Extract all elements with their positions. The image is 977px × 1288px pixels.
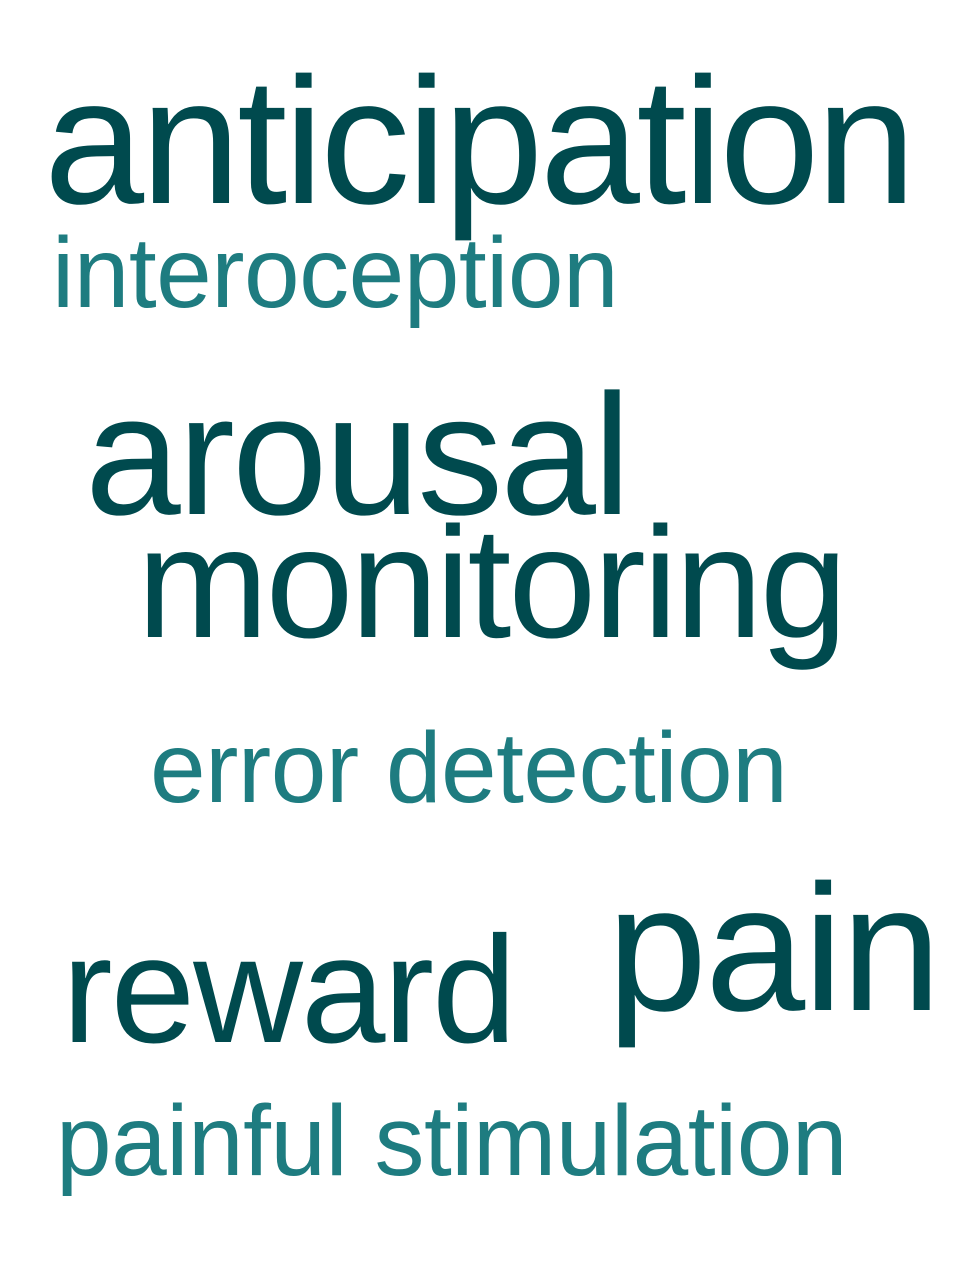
word-interoception: interoception <box>52 217 619 329</box>
word-anticipation: anticipation <box>44 41 916 242</box>
word-reward: reward <box>62 905 517 1075</box>
word-arousal: arousal <box>85 359 631 551</box>
word-painful-stimulation: painful stimulation <box>56 1085 847 1197</box>
word-monitoring: monitoring <box>137 495 848 671</box>
word-error-detection: error detection <box>150 712 788 824</box>
word-pain: pain <box>607 848 941 1049</box>
